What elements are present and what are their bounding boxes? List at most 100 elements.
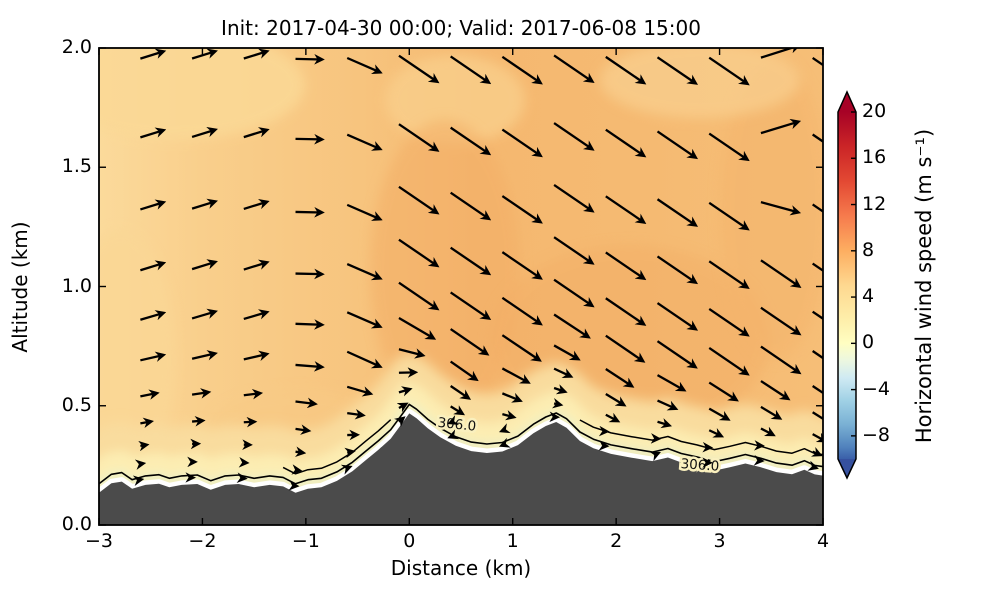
wind-arrow — [708, 346, 750, 376]
wind-arrow — [295, 207, 325, 218]
wind-arrow — [243, 127, 270, 139]
wind-arrow — [398, 386, 413, 397]
wind-arrow — [760, 259, 802, 288]
wind-arrow — [140, 127, 167, 139]
wind-arrow — [450, 191, 492, 221]
wind-arrow — [708, 132, 750, 162]
wind-arrow — [450, 385, 472, 400]
wind-arrow — [502, 410, 517, 421]
wind-arrow — [501, 251, 543, 280]
wind-arrow — [708, 308, 750, 337]
wind-arrow — [656, 130, 699, 160]
wind-arrow — [760, 48, 802, 59]
wind-arrow — [760, 405, 783, 420]
wind-arrow — [295, 133, 325, 145]
wind-arrow — [656, 340, 698, 369]
wind-arrow — [760, 306, 802, 336]
wind-arrow — [140, 389, 160, 400]
wind-arrow — [708, 260, 750, 289]
wind-arrow — [346, 263, 383, 281]
axes — [98, 47, 824, 526]
wind-arrow — [243, 350, 270, 361]
colorbar-tick-label: 12 — [862, 192, 887, 215]
wind-arrow — [140, 199, 167, 211]
wind-arrow — [449, 360, 479, 382]
wind-arrow — [553, 122, 595, 151]
x-tick-label: −3 — [84, 530, 113, 552]
contour-line-306 — [99, 403, 823, 485]
wind-arrow — [191, 126, 218, 139]
wind-arrow — [760, 426, 776, 437]
wind-arrow — [553, 236, 595, 265]
wind-arrow — [295, 424, 312, 435]
x-tick-label: −1 — [291, 530, 320, 552]
wind-arrow — [760, 118, 802, 135]
contour-label-306: 306.0 — [680, 456, 720, 475]
wind-arrow — [140, 310, 167, 321]
wind-arrow — [708, 381, 739, 402]
wind-arrow — [346, 311, 383, 329]
wind-arrow — [501, 55, 543, 85]
x-tick-label: 0 — [403, 530, 416, 552]
wind-arrow — [605, 334, 646, 363]
wind-arrow — [398, 316, 437, 340]
wind-arrow — [450, 246, 492, 276]
y-tick-label: 2.0 — [61, 36, 92, 58]
colorbar-tick-label: 20 — [862, 100, 887, 122]
wind-arrow — [812, 350, 823, 360]
y-tick-label: 0.0 — [61, 513, 92, 535]
colorbar — [837, 90, 857, 480]
wind-arrow — [450, 126, 492, 156]
wind-arrow — [501, 195, 543, 224]
y-tick-label: 1.0 — [61, 274, 92, 297]
wind-arrow — [398, 54, 440, 84]
plot-title: Init: 2017-04-30 00:00; Valid: 2017-06-0… — [221, 16, 701, 40]
wind-arrow — [605, 392, 627, 407]
wind-arrow — [394, 416, 406, 428]
colorbar-tick-label: −8 — [862, 423, 891, 446]
colorbar-extend-min — [838, 459, 856, 478]
colorbar-tick-label: 4 — [862, 285, 875, 308]
terrain-halo — [99, 408, 823, 496]
wind-arrow — [551, 398, 564, 409]
wind-arrow — [656, 302, 699, 331]
y-tick-label: 0.5 — [61, 393, 92, 416]
wind-arrow — [140, 417, 154, 428]
wind-arrow — [605, 368, 635, 388]
wind-arrow — [708, 407, 731, 421]
wind-arrow — [346, 133, 383, 151]
wind-arrow — [760, 345, 802, 375]
wind-arrow — [295, 397, 318, 409]
wind-arrow — [346, 385, 374, 397]
wind-arrow — [807, 460, 819, 471]
wind-arrow — [708, 201, 750, 231]
wind-arrow — [553, 313, 591, 339]
wind-arrow — [657, 399, 679, 411]
x-axis-label: Distance (km) — [390, 556, 532, 580]
colorbar-tick-label: 16 — [862, 146, 887, 169]
wind-arrow — [760, 380, 791, 401]
colorbar-tick-label: 8 — [862, 238, 875, 261]
wind-arrow — [340, 464, 353, 475]
wind-arrow — [295, 319, 325, 330]
wind-arrow — [553, 54, 595, 84]
wind-arrow — [346, 203, 383, 221]
wind-arrow — [810, 446, 823, 457]
wind-arrow — [243, 259, 270, 271]
wind-arrow — [347, 409, 366, 420]
wind-arrow — [450, 328, 490, 356]
x-tick-label: 3 — [713, 530, 726, 552]
wind-arrow — [346, 56, 383, 75]
wind-quiver — [132, 48, 823, 491]
wind-arrow — [812, 262, 823, 272]
wind-arrow — [396, 402, 409, 413]
wind-arrow — [243, 48, 270, 60]
wind-arrow — [398, 238, 440, 268]
wind-arrow — [450, 291, 492, 321]
wind-arrow — [812, 133, 823, 143]
y-axis-label: Altitude (km) — [8, 221, 32, 353]
wind-arrow — [140, 260, 167, 272]
